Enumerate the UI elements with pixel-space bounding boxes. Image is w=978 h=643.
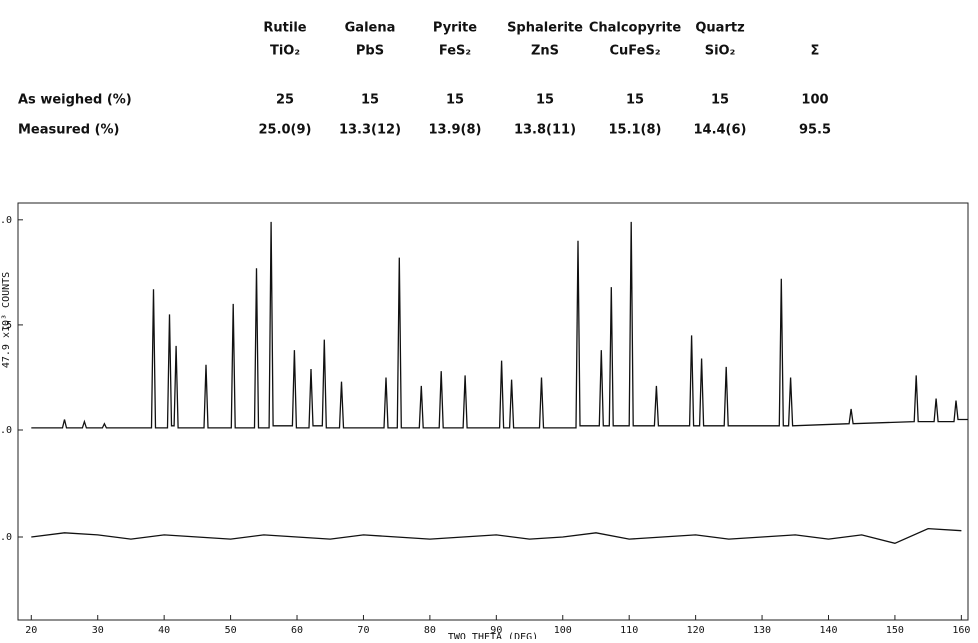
y-tick-label: 0.0 bbox=[0, 425, 12, 436]
x-tick-label: 20 bbox=[25, 625, 37, 636]
column-name: Galena bbox=[345, 21, 396, 36]
column-name: Chalcopyrite bbox=[589, 21, 682, 36]
row-label: Measured (%) bbox=[18, 123, 120, 138]
y-tick-label: 0.5 bbox=[0, 320, 12, 331]
plot-frame bbox=[17, 202, 969, 621]
cell: 25.0(9) bbox=[258, 123, 311, 138]
cell: 13.8(11) bbox=[514, 123, 576, 138]
x-tick-label: 150 bbox=[886, 625, 904, 636]
pattern-line bbox=[31, 221, 968, 429]
cell: 15 bbox=[536, 93, 554, 108]
column-formula: CuFeS₂ bbox=[609, 44, 660, 59]
x-tick-label: 80 bbox=[424, 625, 436, 636]
y-tick-label: 0.0 bbox=[0, 532, 12, 543]
x-tick-label: 110 bbox=[620, 625, 638, 636]
cell: 13.3(12) bbox=[339, 123, 401, 138]
x-tick-label: 50 bbox=[225, 625, 237, 636]
column-name: Quartz bbox=[695, 21, 744, 36]
column-formula: FeS₂ bbox=[439, 44, 471, 59]
column-name: Pyrite bbox=[433, 21, 477, 36]
y-tick-label: 1.0 bbox=[0, 215, 12, 226]
column-formula: ZnS bbox=[531, 44, 559, 59]
x-tick-label: 70 bbox=[357, 625, 369, 636]
x-tick-label: 160 bbox=[952, 625, 970, 636]
column-formula: TiO₂ bbox=[270, 44, 300, 59]
row-label: As weighed (%) bbox=[18, 93, 132, 108]
x-tick-label: 60 bbox=[291, 625, 303, 636]
x-tick-label: 120 bbox=[687, 625, 705, 636]
y-axis-label: 47.9 x10³ COUNTS bbox=[1, 272, 12, 368]
x-tick-label: 30 bbox=[92, 625, 104, 636]
cell: 15.1(8) bbox=[608, 123, 661, 138]
cell: 15 bbox=[711, 93, 729, 108]
column-formula: SiO₂ bbox=[705, 44, 736, 59]
column-formula: PbS bbox=[356, 44, 384, 59]
x-tick-label: 100 bbox=[554, 625, 572, 636]
cell: 13.9(8) bbox=[428, 123, 481, 138]
x-tick-label: 90 bbox=[490, 625, 502, 636]
x-tick-label: 140 bbox=[819, 625, 837, 636]
cell: 15 bbox=[626, 93, 644, 108]
x-tick-label: 40 bbox=[158, 625, 170, 636]
cell: 100 bbox=[801, 93, 828, 108]
cell: 15 bbox=[361, 93, 379, 108]
cell: 14.4(6) bbox=[693, 123, 746, 138]
x-axis-label: TWO THETA (DEG) bbox=[448, 632, 538, 639]
cell: 95.5 bbox=[799, 123, 831, 138]
cell: 15 bbox=[446, 93, 464, 108]
pattern-line bbox=[31, 527, 962, 544]
cell: 25 bbox=[276, 93, 294, 108]
column-name: Sphalerite bbox=[507, 21, 583, 36]
x-tick-label: 130 bbox=[753, 625, 771, 636]
sum-header: Σ bbox=[811, 44, 820, 59]
column-name: Rutile bbox=[263, 21, 306, 36]
